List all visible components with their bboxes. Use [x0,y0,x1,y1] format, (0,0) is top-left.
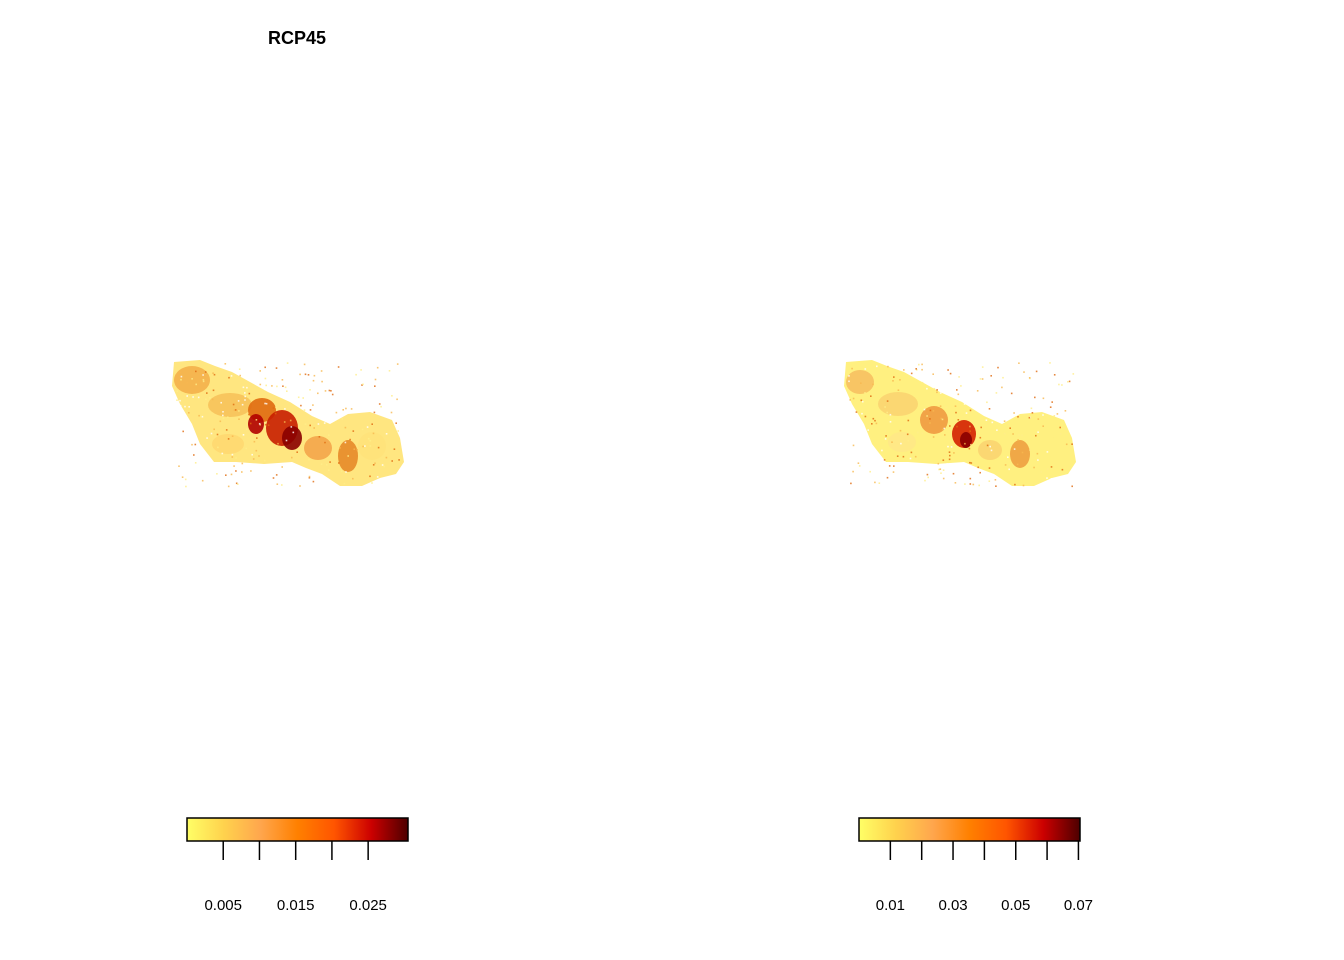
colorbar-tick-label: 0.05 [1001,897,1030,914]
colorbar [186,817,409,842]
map-panel-right: 0.01 0.03 0.05 0.07 [672,0,1344,960]
map-panel-left: RCP45 0.005 0.015 0.025 [172,28,409,914]
colorbar-tick-label: 0.025 [349,897,387,914]
colorbar-legend: 0.005 0.015 0.025 [186,817,409,914]
colorbar-tick-label: 0.03 [938,897,967,914]
colorbar-tick-label: 0.01 [876,897,905,914]
raster-region [844,360,1076,488]
map-plot-right: 0.01 0.03 0.05 0.07 [844,360,1093,914]
panel-title: RCP45 [267,28,327,48]
colorbar-tick-label: 0.005 [204,897,242,914]
colorbar [858,817,1081,842]
raster-region [172,360,404,488]
colorbar-tick-label: 0.07 [1064,897,1093,914]
map-plot-left: 0.005 0.015 0.025 [172,360,409,914]
colorbar-tick-label: 0.015 [277,897,315,914]
colorbar-legend: 0.01 0.03 0.05 0.07 [858,817,1093,914]
